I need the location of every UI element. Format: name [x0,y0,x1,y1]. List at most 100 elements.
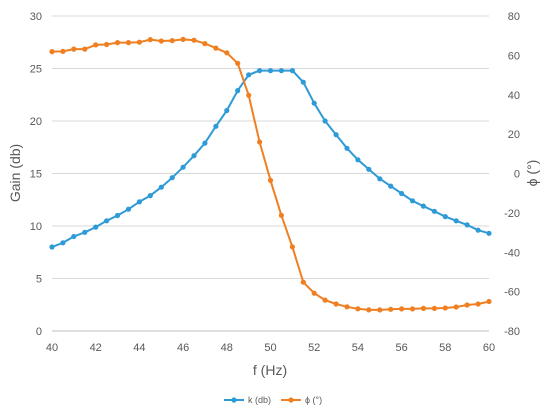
series-line-1 [51,69,490,248]
data-point [224,107,230,114]
y2-tick-label: -20 [504,208,520,220]
data-point [442,214,448,220]
data-point [388,306,394,312]
data-point [235,88,241,94]
data-point [49,49,55,55]
data-point [114,40,121,46]
data-point [344,304,350,310]
x-tick-label: 48 [221,342,233,354]
data-point [257,68,263,74]
data-point [136,39,142,45]
data-point [399,190,405,197]
data-point [82,229,88,235]
data-point [267,177,274,183]
data-point [246,72,252,78]
x-tick-label: 52 [308,342,320,354]
legend: k (db) ϕ (°) [224,395,322,405]
data-point [93,42,99,48]
data-point [104,41,110,48]
x-tick-label: 60 [483,342,495,354]
data-point [104,218,110,224]
data-point [322,297,328,303]
data-point [158,38,164,44]
data-point [169,175,175,181]
x-tick-label: 44 [133,342,145,354]
data-point [49,244,55,250]
data-point [420,203,426,209]
data-point [246,92,252,98]
data-point [125,40,132,46]
y2-tick-label: 60 [508,50,520,62]
data-point [191,37,197,43]
grid-lines [52,15,489,332]
y-axis-title: Gain (db) [7,144,23,202]
x-tick-label: 42 [90,342,102,354]
data-point [475,301,481,307]
data-point [213,45,219,51]
data-point [344,145,350,151]
data-point [431,208,437,214]
data-point [366,166,372,172]
data-point [191,153,197,159]
x-axis-title: f (Hz) [253,362,287,378]
data-point [235,60,241,66]
data-point [202,140,208,146]
data-point [311,290,317,296]
y-tick-label: 25 [30,64,42,76]
data-point [464,222,470,228]
data-point [213,123,219,129]
data-point [300,279,306,285]
data-point [114,212,121,219]
data-point [322,118,328,124]
data-point [366,307,372,313]
data-point [377,307,383,313]
data-point [486,298,492,305]
data-point [267,68,274,74]
legend-label: ϕ (°) [305,395,322,405]
legend-swatch-marker [288,397,294,403]
y-tick-label: 5 [36,274,42,286]
data-point [289,244,295,250]
data-point [169,38,175,44]
data-point [147,37,153,43]
data-point [453,218,459,224]
y-tick-label: 15 [30,169,42,181]
y-axis-right: -80 -60 -40 -20 0 20 40 60 80 [504,11,520,338]
y2-tick-label: -60 [504,287,520,299]
legend-item-2: ϕ (°) [281,395,322,405]
x-tick-label: 56 [395,342,407,354]
data-point [93,224,99,230]
data-point [71,233,77,240]
x-tick-label: 40 [46,342,58,354]
data-point [289,68,295,74]
data-point [60,48,66,55]
data-point [147,193,153,199]
data-point [355,157,361,163]
data-point [399,306,405,312]
data-point [409,306,416,312]
data-point [377,176,383,182]
y-tick-label: 30 [30,11,42,23]
y2-tick-label: -40 [504,247,520,259]
x-tick-label: 54 [352,342,364,354]
y2-tick-label: 20 [508,129,520,141]
y-tick-label: 0 [36,326,42,338]
legend-swatch-marker [231,397,237,403]
y2-tick-label: -80 [504,326,520,338]
series-group [49,36,492,313]
x-tick-label: 58 [439,342,451,354]
data-point [224,50,230,56]
y2-tick-label: 40 [508,90,520,102]
data-point [311,100,317,106]
y-axis-left: 0 5 10 15 20 25 30 [30,11,42,338]
data-point [409,198,416,204]
y2-tick-label: 0 [514,169,520,181]
data-point [136,199,142,205]
data-point [180,36,186,43]
data-point [278,68,284,74]
y-tick-label: 20 [30,116,42,128]
data-point [71,46,77,52]
x-tick-label: 50 [264,342,276,354]
data-point [442,305,448,311]
data-point [278,212,284,218]
